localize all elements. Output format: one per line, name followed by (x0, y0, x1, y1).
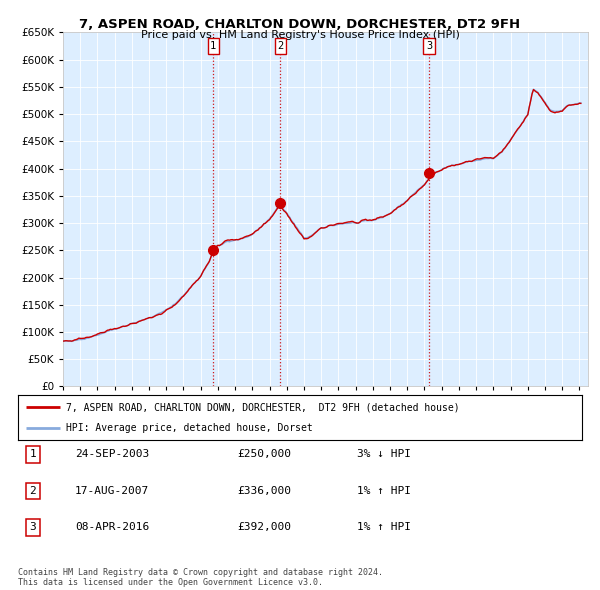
Text: 08-APR-2016: 08-APR-2016 (75, 523, 149, 532)
Text: 17-AUG-2007: 17-AUG-2007 (75, 486, 149, 496)
Text: 3: 3 (29, 523, 37, 532)
Text: £250,000: £250,000 (237, 450, 291, 459)
Text: Price paid vs. HM Land Registry's House Price Index (HPI): Price paid vs. HM Land Registry's House … (140, 30, 460, 40)
Text: 24-SEP-2003: 24-SEP-2003 (75, 450, 149, 459)
Text: 3: 3 (426, 41, 432, 51)
Text: HPI: Average price, detached house, Dorset: HPI: Average price, detached house, Dors… (66, 422, 313, 432)
Text: £336,000: £336,000 (237, 486, 291, 496)
Text: Contains HM Land Registry data © Crown copyright and database right 2024.
This d: Contains HM Land Registry data © Crown c… (18, 568, 383, 587)
Text: 7, ASPEN ROAD, CHARLTON DOWN, DORCHESTER, DT2 9FH: 7, ASPEN ROAD, CHARLTON DOWN, DORCHESTER… (79, 18, 521, 31)
Text: 3% ↓ HPI: 3% ↓ HPI (357, 450, 411, 459)
Text: 2: 2 (277, 41, 284, 51)
Text: £392,000: £392,000 (237, 523, 291, 532)
Text: 1% ↑ HPI: 1% ↑ HPI (357, 523, 411, 532)
Text: 2: 2 (29, 486, 37, 496)
Text: 1: 1 (29, 450, 37, 459)
Text: 1% ↑ HPI: 1% ↑ HPI (357, 486, 411, 496)
Text: 1: 1 (210, 41, 217, 51)
Text: 7, ASPEN ROAD, CHARLTON DOWN, DORCHESTER,  DT2 9FH (detached house): 7, ASPEN ROAD, CHARLTON DOWN, DORCHESTER… (66, 402, 460, 412)
